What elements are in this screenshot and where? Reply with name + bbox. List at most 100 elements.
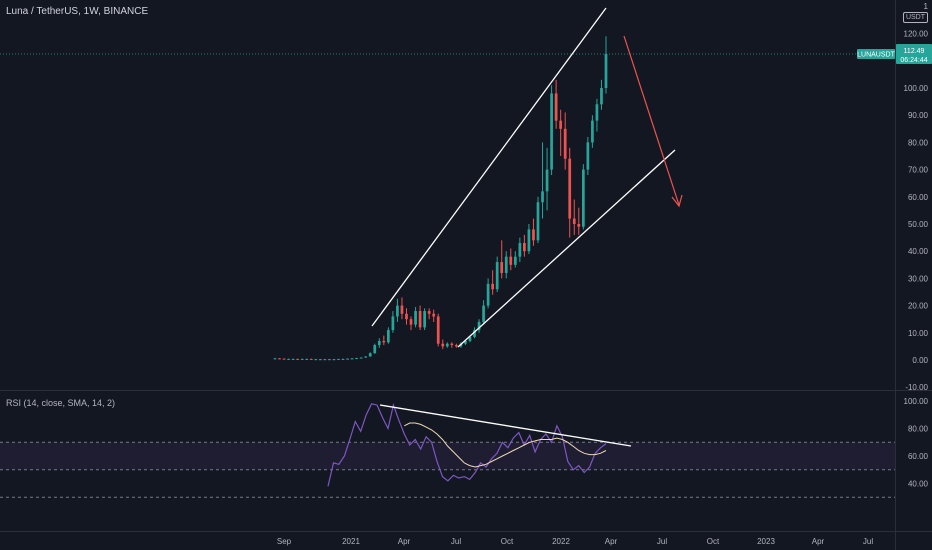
candle [405,313,408,320]
price-tick-label: 120.00 [904,30,929,39]
candle [409,319,413,325]
time-tick-label: Apr [398,537,411,546]
channel-upper-trendline[interactable] [371,7,607,327]
candle [432,313,436,317]
candle [337,358,340,360]
rsi-divergence-trendline[interactable] [379,404,632,447]
rsi-tick-label: 40.00 [908,480,929,489]
time-tick-label: Jul [451,537,461,546]
candle [532,229,535,241]
price-badge [896,44,932,65]
candle [513,256,517,265]
price-tick-label: -10.00 [905,383,928,392]
rsi-tick-label: 80.00 [908,425,929,434]
price-tick-label: 20.00 [908,302,929,311]
candle [423,311,426,328]
rsi-band-fill [0,442,895,470]
symbol-title[interactable]: Luna / TetherUS [6,6,79,17]
candle [400,305,404,314]
candle [350,358,354,360]
price-tick-label: 40.00 [908,247,929,256]
candle [328,359,331,361]
time-tick-label: Oct [501,537,514,546]
candle [495,262,499,290]
candle [468,336,472,341]
candle [386,330,390,343]
candle [581,169,585,227]
time-tick-label: 2021 [342,537,360,546]
candle [491,283,495,290]
candle [296,358,300,360]
rsi-header[interactable]: RSI (14, close, SMA, 14, 2) [6,398,116,408]
candle [577,224,581,227]
candle [373,345,377,354]
candle [509,256,513,265]
time-tick-label: Apr [605,537,618,546]
price-badge-value: 112.49 [904,48,925,55]
price-tick-label: 0.00 [912,356,928,365]
bearish-arrow-line[interactable] [623,35,680,206]
candle [391,316,395,331]
price-tick-label: 80.00 [908,138,929,147]
candle [282,358,286,360]
candle [382,340,386,343]
candle [355,358,358,360]
rsi-ma-line [404,422,607,468]
price-tick-label: 100.00 [904,84,929,93]
candle [318,359,322,361]
rsi-tick-label: 100.00 [904,397,929,406]
candle [273,358,277,360]
candle [482,305,485,322]
candle [464,340,467,344]
candle [414,311,417,325]
candle [436,316,440,344]
candle [572,218,576,224]
candle [323,359,327,361]
candle [591,120,594,143]
bearish-arrow-head[interactable] [671,194,683,208]
time-tick-label: Jul [657,537,667,546]
currency-button[interactable]: USDT [902,12,928,23]
candle [545,169,549,192]
bar-countdown: 06:24:44 [900,57,927,64]
candle [368,353,372,357]
candle [604,54,608,88]
candle [527,229,531,252]
candle [450,343,454,346]
candle [523,243,526,252]
candle [595,104,599,121]
candle [377,340,381,346]
candle [554,93,558,121]
time-tick-label: 2022 [552,537,570,546]
candle [568,158,572,219]
price-tick-label: 30.00 [908,274,929,283]
candle [586,142,590,170]
rsi-tick-label: 60.00 [908,452,929,461]
candle [359,357,363,359]
price-tick-label: 70.00 [908,166,929,175]
candle [305,358,309,360]
channel-lower-trendline[interactable] [457,149,676,348]
candle [346,358,349,360]
candle [445,343,449,347]
candle [309,358,313,360]
candle [500,262,504,273]
symbol-badge-label: LUNAUSDT [857,52,895,59]
candle [541,191,544,203]
time-tick-label: Jul [863,537,873,546]
price-tick-label: 50.00 [908,220,929,229]
candle [600,88,603,105]
candle [559,120,563,129]
candle [278,358,281,360]
time-tick-label: Apr [812,537,825,546]
candle [427,311,431,314]
candle [332,359,336,361]
candle [518,243,522,257]
rsi-line [327,402,607,487]
time-tick-label: 2023 [757,537,775,546]
scale-one-label: 1 [923,2,928,11]
interval-label[interactable]: 1W [83,6,99,17]
candle [396,305,399,317]
